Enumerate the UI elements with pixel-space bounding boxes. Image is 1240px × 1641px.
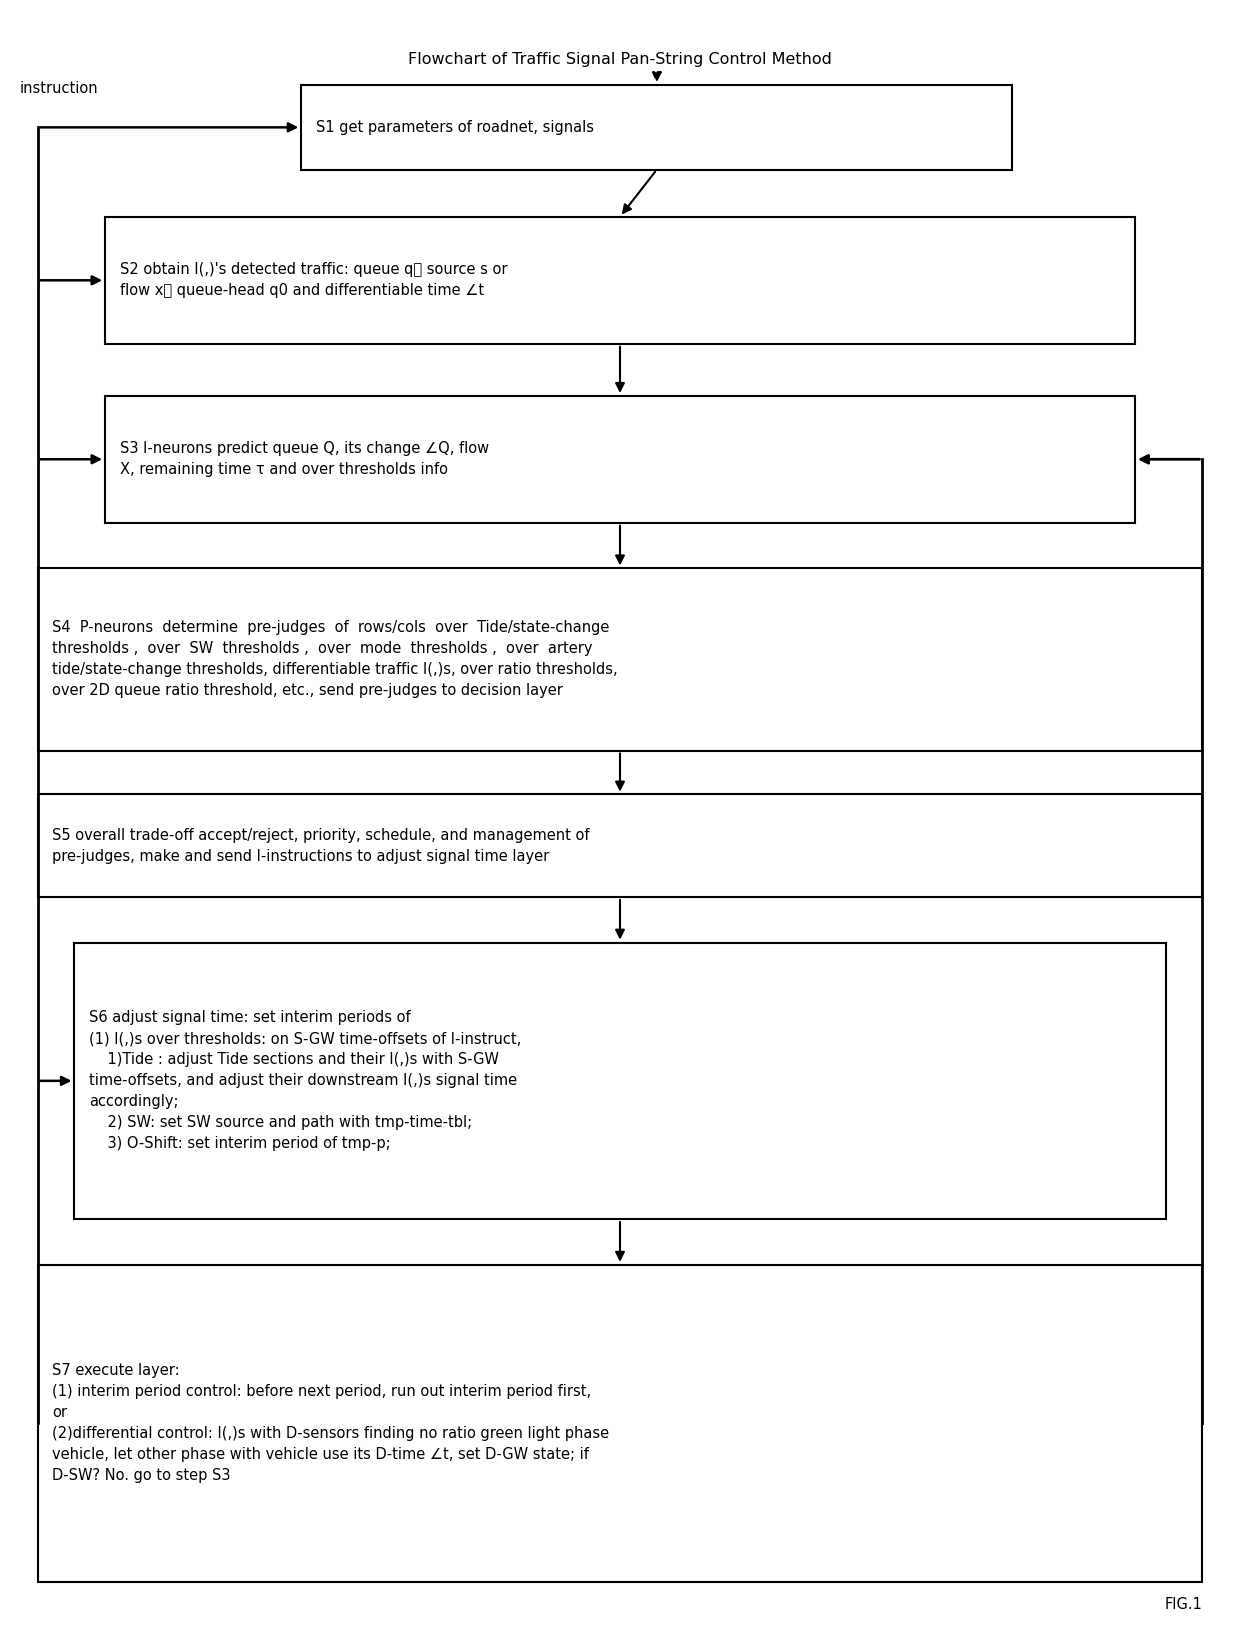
Text: S3 I-neurons predict queue Q, its change ∠Q, flow
X, remaining time τ and over t: S3 I-neurons predict queue Q, its change…	[120, 441, 489, 478]
Text: instruction: instruction	[19, 80, 98, 95]
Text: S4  P-neurons  determine  pre-judges  of  rows/cols  over  Tide/state-change
thr: S4 P-neurons determine pre-judges of row…	[52, 620, 618, 699]
Text: S7 execute layer:
(1) interim period control: before next period, run out interi: S7 execute layer: (1) interim period con…	[52, 1364, 609, 1483]
Text: S5 overall trade-off accept/reject, priority, schedule, and management of
pre-ju: S5 overall trade-off accept/reject, prio…	[52, 827, 590, 863]
Bar	[37, 794, 1203, 898]
Bar	[74, 942, 1166, 1219]
Text: S2 obtain I(,)'s detected traffic: queue q、 source s or
flow x、 queue-head q0 an: S2 obtain I(,)'s detected traffic: queue…	[120, 263, 507, 299]
Bar	[105, 395, 1135, 523]
Text: S6 adjust signal time: set interim periods of
(1) I(,)s over thresholds: on S-GW: S6 adjust signal time: set interim perio…	[89, 1011, 521, 1152]
Bar	[37, 568, 1203, 750]
Bar	[301, 85, 1012, 169]
Text: FIG.1: FIG.1	[1164, 1597, 1203, 1611]
Text: S1 get parameters of roadnet, signals: S1 get parameters of roadnet, signals	[316, 120, 594, 135]
Text: Flowchart of Traffic Signal Pan-String Control Method: Flowchart of Traffic Signal Pan-String C…	[408, 51, 832, 67]
Bar	[105, 217, 1135, 343]
Bar	[37, 1265, 1203, 1582]
